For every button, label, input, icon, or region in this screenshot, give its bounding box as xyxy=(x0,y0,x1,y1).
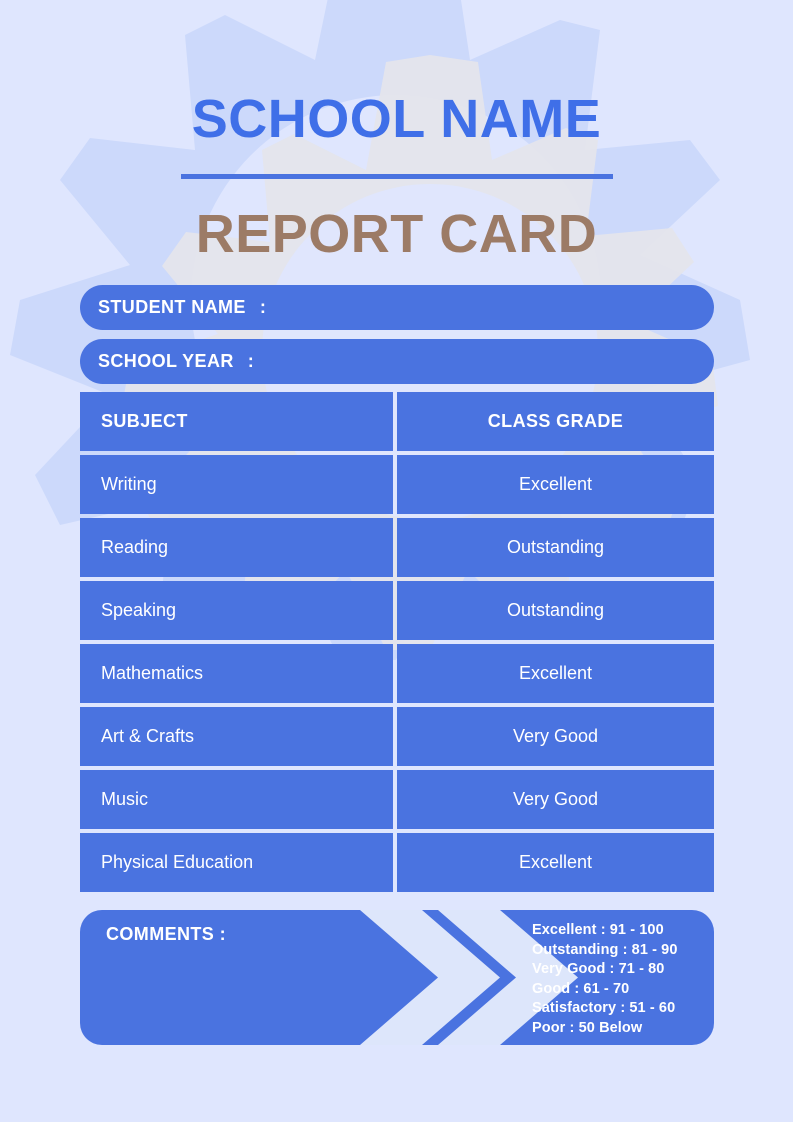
legend-item-good: Good : 61 - 70 xyxy=(532,980,630,997)
subject-cell: Physical Education xyxy=(80,833,393,892)
grade-cell: Outstanding xyxy=(397,581,714,640)
legend-item-very-good: Very Good : 71 - 80 xyxy=(532,961,665,977)
table-row: Music Very Good xyxy=(80,770,714,829)
chevron-right-icon-2 xyxy=(438,910,578,1045)
subject-cell: Speaking xyxy=(80,581,393,640)
subject-cell: Music xyxy=(80,770,393,829)
column-header-subject: SUBJECT xyxy=(80,392,393,451)
table-row: Mathematics Excellent xyxy=(80,644,714,703)
table-header-row: SUBJECT CLASS GRADE xyxy=(80,392,714,451)
school-name-title: SCHOOL NAME xyxy=(191,89,602,149)
title-divider xyxy=(180,174,613,179)
school-year-label: SCHOOL YEAR xyxy=(98,351,234,371)
subject-cell: Art & Crafts xyxy=(80,707,393,766)
student-name-colon: : xyxy=(259,297,266,317)
table-row: Speaking Outstanding xyxy=(80,581,714,640)
comments-label: COMMENTS : xyxy=(106,924,226,944)
grade-cell: Excellent xyxy=(397,833,714,892)
student-name-field[interactable]: STUDENT NAME : xyxy=(80,285,714,330)
chevron-right-icon-1 xyxy=(360,910,500,1045)
grades-table: SUBJECT CLASS GRADE Writing Excellent Re… xyxy=(80,392,714,892)
legend-item-satisfactory: Satisfactory : 51 - 60 xyxy=(532,1000,676,1016)
report-card-title: REPORT CARD xyxy=(195,204,598,264)
legend-item-excellent: Excellent : 91 - 100 xyxy=(532,922,664,938)
school-year-field[interactable]: SCHOOL YEAR : xyxy=(80,339,714,384)
subject-cell: Writing xyxy=(80,455,393,514)
column-header-class-grade: CLASS GRADE xyxy=(397,392,714,451)
grade-legend: Excellent : 91 - 100 Outstanding : 81 - … xyxy=(532,921,712,1038)
table-row: Writing Excellent xyxy=(80,455,714,514)
student-name-label: STUDENT NAME xyxy=(98,297,246,317)
legend-item-poor: Poor : 50 Below xyxy=(532,1019,643,1036)
report-header: SCHOOL NAME REPORT CARD xyxy=(0,0,793,261)
grade-cell: Outstanding xyxy=(397,518,714,577)
table-row: Art & Crafts Very Good xyxy=(80,707,714,766)
comments-section[interactable]: COMMENTS : Excellent : 91 - 100 Outstand… xyxy=(80,910,714,1045)
school-year-colon: : xyxy=(247,351,254,371)
grade-cell: Very Good xyxy=(397,707,714,766)
legend-item-outstanding: Outstanding : 81 - 90 xyxy=(532,941,678,958)
table-row: Reading Outstanding xyxy=(80,518,714,577)
subject-cell: Reading xyxy=(80,518,393,577)
grade-cell: Very Good xyxy=(397,770,714,829)
grade-cell: Excellent xyxy=(397,644,714,703)
grade-cell: Excellent xyxy=(397,455,714,514)
table-row: Physical Education Excellent xyxy=(80,833,714,892)
chevron-arrows-decoration xyxy=(360,910,578,1045)
subject-cell: Mathematics xyxy=(80,644,393,703)
